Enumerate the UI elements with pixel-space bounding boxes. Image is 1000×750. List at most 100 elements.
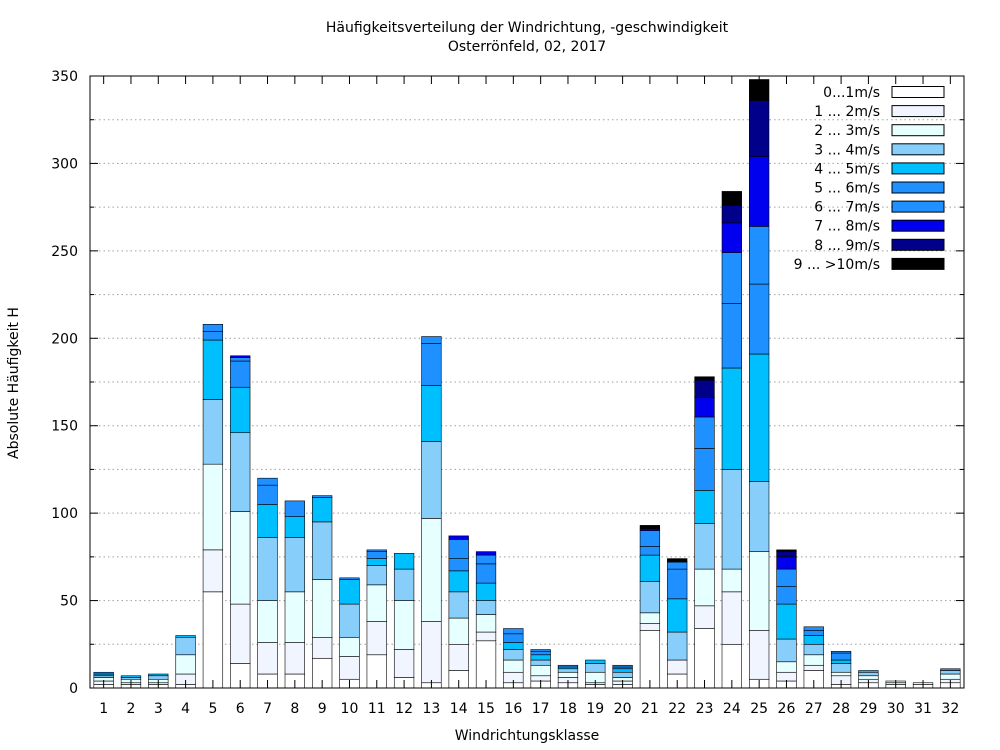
bar-segment [694, 605, 715, 629]
bar-segment [776, 549, 797, 552]
bar-segment [257, 600, 278, 643]
y-tick-label: 350 [51, 69, 78, 85]
x-tick-label: 17 [532, 701, 550, 717]
bar-segment [639, 546, 661, 556]
x-tick-label: 19 [586, 701, 604, 717]
chart-subtitle: Osterrönfeld, 02, 2017 [448, 39, 606, 55]
x-tick-label: 25 [750, 701, 768, 717]
bar-segment [257, 537, 278, 601]
legend-swatch [891, 124, 945, 137]
bar-segment [148, 673, 169, 677]
legend-swatch [891, 238, 945, 251]
bar-segment [448, 643, 469, 671]
bar-segment [448, 535, 469, 540]
x-tick-label: 28 [832, 701, 850, 717]
legend-swatch [891, 219, 945, 232]
bar-segment [667, 558, 688, 563]
legend-label: 2 ... 3m/s [814, 123, 880, 139]
bar-segment [940, 670, 961, 675]
bar-segment [393, 649, 415, 678]
bar-segment [284, 500, 305, 517]
bar-segment [667, 659, 688, 675]
bar-segment [830, 671, 852, 677]
legend-label: 5 ... 6m/s [814, 181, 880, 197]
bar-segment [448, 617, 469, 645]
bar-segment [448, 539, 469, 559]
y-tick-label: 0 [69, 681, 78, 697]
bar-segment [339, 603, 360, 638]
bar-segment [503, 628, 524, 635]
x-tick-label: 4 [181, 701, 190, 717]
bar-segment [175, 636, 196, 656]
x-tick-label: 31 [914, 701, 932, 717]
bar-segment [612, 668, 633, 673]
bar-segment [721, 205, 742, 224]
bar-segment [612, 664, 633, 668]
bar-segment [830, 663, 852, 673]
bar-segment [503, 642, 524, 650]
x-tick-label: 7 [263, 701, 272, 717]
bar-segment [639, 629, 661, 689]
bar-segment [721, 191, 742, 206]
x-tick-label: 1 [99, 701, 108, 717]
bar-segment [749, 156, 770, 227]
bar-segment [475, 554, 497, 565]
bar-segment [694, 376, 715, 381]
x-tick-label: 24 [723, 701, 741, 717]
x-tick-label: 2 [127, 701, 136, 717]
bar-segment [721, 252, 742, 304]
x-axis-title: Windrichtungsklasse [455, 728, 600, 744]
bar-segment [393, 553, 415, 570]
bar-segment [421, 518, 442, 622]
legend-label: 7 ... 8m/s [814, 219, 880, 235]
legend: 0...1m/s 1 ... 2m/s 2 ... 3m/s 3 ... 4m/s 4 … [794, 85, 945, 273]
y-tick-label: 50 [60, 594, 78, 610]
bar-segment [202, 591, 224, 689]
bar-segment [284, 642, 305, 675]
x-tick-label: 18 [559, 701, 577, 717]
bar-segment [803, 629, 824, 636]
bar-segment [230, 360, 251, 388]
bar-segment [475, 551, 497, 556]
bar-segment [639, 623, 661, 631]
x-tick-label: 14 [450, 701, 468, 717]
bar-segment [694, 379, 715, 399]
x-tick-label: 15 [477, 701, 495, 717]
x-tick-label: 22 [668, 701, 686, 717]
x-tick-label: 12 [395, 701, 413, 717]
bar-segment [339, 656, 360, 680]
bar-segment [421, 621, 442, 684]
bar-segment [448, 591, 469, 619]
bar-segment [776, 638, 797, 663]
bar-segment [284, 516, 305, 538]
x-tick-label: 10 [341, 701, 359, 717]
bar-segment [175, 654, 196, 675]
bar-segment [120, 675, 142, 678]
bar-segment [776, 671, 797, 682]
bar-segment [721, 367, 742, 470]
bar-segment [530, 654, 551, 661]
legend-label: 8 ... 9m/s [814, 238, 880, 254]
y-tick-label: 200 [51, 331, 78, 347]
bar-segment [830, 659, 852, 664]
y-tick-label: 150 [51, 419, 78, 435]
bar-segment [257, 477, 278, 486]
grid [90, 119, 964, 645]
bar-segment [148, 675, 169, 680]
bar-segment [585, 663, 606, 673]
x-tick-label: 16 [504, 701, 522, 717]
x-tick-label: 32 [941, 701, 959, 717]
bar-segment [202, 323, 224, 332]
x-tick-label: 29 [859, 701, 877, 717]
x-tick-label: 27 [805, 701, 823, 717]
bar-segment [721, 591, 742, 645]
x-tick-label: 26 [778, 701, 796, 717]
x-tick-label: 30 [887, 701, 905, 717]
bar-segment [639, 554, 661, 582]
legend-label: 6 ... 7m/s [814, 200, 880, 216]
bar-segment [421, 385, 442, 442]
bar-segment [257, 642, 278, 675]
bar-segment [202, 339, 224, 400]
bar-segment [230, 357, 251, 362]
bar-segment [257, 484, 278, 505]
